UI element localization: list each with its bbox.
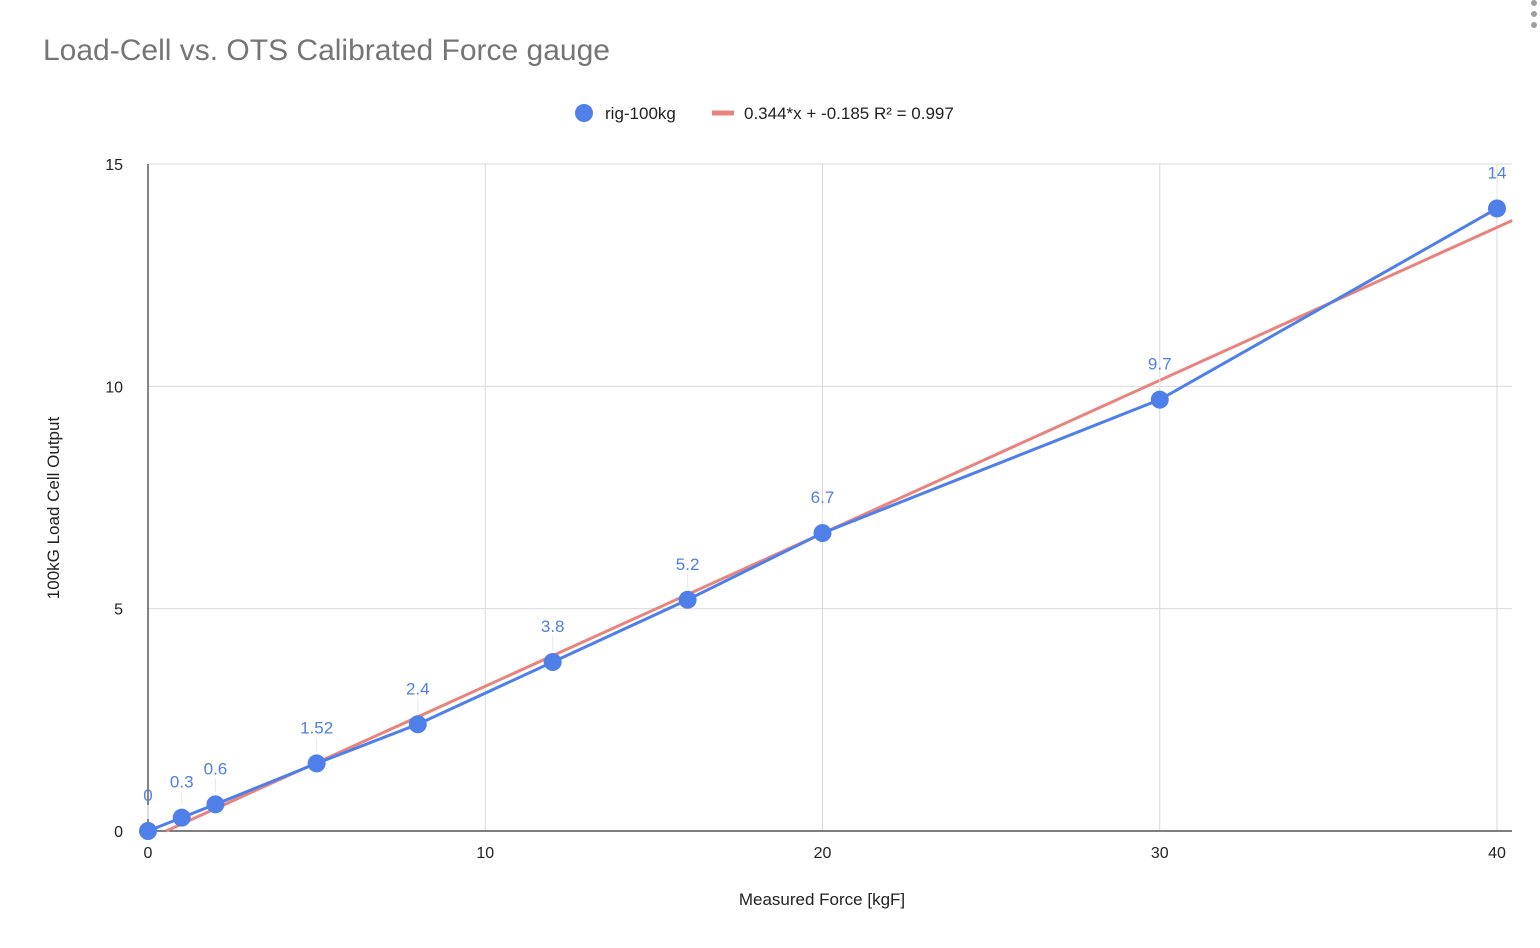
legend-label-rig-100kg[interactable]: rig-100kg (605, 104, 676, 123)
chart-title: Load-Cell vs. OTS Calibrated Force gauge (43, 34, 610, 67)
data-label: 2.4 (406, 679, 430, 698)
y-tick-label: 15 (105, 157, 123, 174)
x-tick-label: 40 (1488, 845, 1506, 862)
legend-marker-rig-100kg[interactable] (575, 104, 593, 122)
data-label: 0 (143, 786, 152, 805)
data-labels: 0 0.3 0.6 1.52 2.4 3.8 5.2 6.7 9.7 14 (143, 163, 1506, 819)
series-group (139, 199, 1506, 840)
data-point[interactable] (543, 653, 562, 672)
data-label: 5.2 (676, 555, 700, 574)
legend: rig-100kg 0.344*x + -0.185 R² = 0.997 (575, 104, 954, 123)
data-label: 6.7 (811, 488, 835, 507)
series-line-rig-100kg (147, 207, 1498, 833)
x-tick-label: 20 (814, 845, 832, 862)
x-tick-label: 0 (144, 845, 153, 862)
more-vert-icon[interactable] (1528, 0, 1540, 30)
y-tick-label: 5 (114, 602, 123, 619)
data-point[interactable] (1488, 199, 1506, 218)
x-axis-label: Measured Force [kgF] (739, 890, 905, 909)
tick-labels: 0 5 10 15 0 10 20 30 40 (105, 157, 1506, 862)
data-label: 0.6 (204, 759, 228, 778)
data-label: 1.52 (300, 718, 333, 737)
data-label: 9.7 (1148, 355, 1172, 374)
y-tick-label: 10 (105, 379, 123, 396)
axes (147, 164, 1512, 832)
data-point[interactable] (408, 715, 427, 734)
data-point[interactable] (678, 590, 697, 609)
grid-lines (148, 163, 1512, 831)
data-point[interactable] (172, 808, 191, 827)
y-axis-label: 100kG Load Cell Output (44, 417, 63, 600)
data-label: 3.8 (541, 617, 565, 636)
data-point[interactable] (1150, 390, 1169, 409)
data-point[interactable] (139, 822, 157, 840)
data-point[interactable] (813, 524, 832, 543)
data-point[interactable] (206, 795, 225, 814)
data-point[interactable] (307, 754, 326, 773)
data-label: 14 (1488, 163, 1507, 182)
data-label: 0.3 (170, 773, 194, 792)
legend-label-trendline[interactable]: 0.344*x + -0.185 R² = 0.997 (744, 104, 954, 123)
y-tick-label: 0 (114, 824, 123, 841)
x-tick-label: 30 (1151, 845, 1169, 862)
x-tick-label: 10 (476, 845, 494, 862)
